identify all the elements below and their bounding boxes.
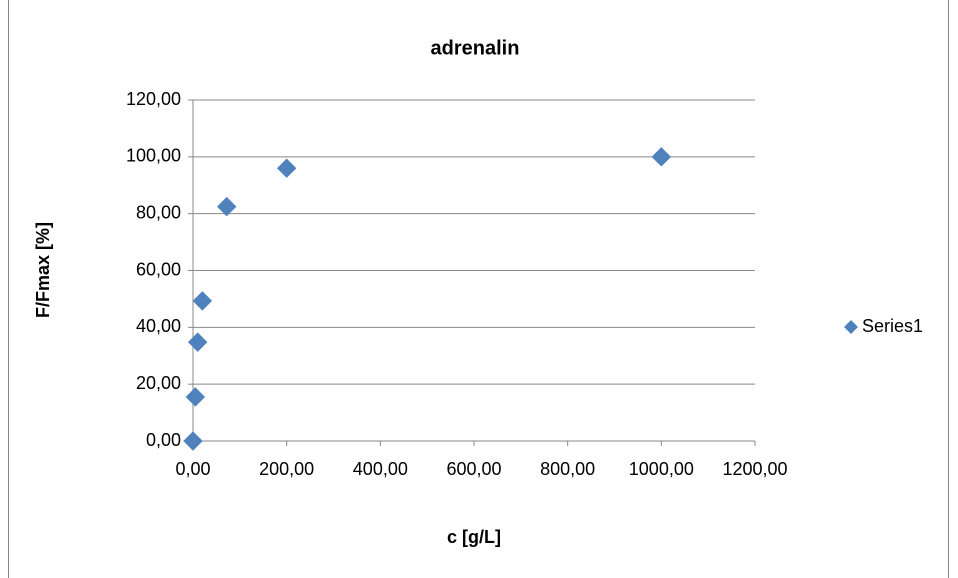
x-tick-label: 0,00: [175, 459, 210, 479]
chart-title: adrenalin: [431, 37, 520, 59]
data-point: [217, 196, 237, 217]
chart-border: [8, 0, 949, 578]
x-tick-label: 1000,00: [629, 459, 694, 479]
x-tick-label: 200,00: [259, 459, 314, 479]
data-point: [183, 431, 203, 451]
x-tick-label: 1200,00: [722, 459, 787, 479]
y-tick-label: 100,00: [126, 146, 181, 166]
x-tick-label: 800,00: [540, 459, 595, 479]
y-tick-label: 120,00: [126, 89, 181, 109]
y-tick-label: 80,00: [136, 202, 181, 222]
data-point: [651, 147, 672, 167]
data-point: [185, 387, 206, 407]
x-tick-label: 600,00: [446, 459, 501, 479]
legend-label: Series1: [862, 316, 923, 336]
x-axis-title: c [g/L]: [447, 527, 501, 547]
data-point: [276, 158, 297, 178]
legend-marker: [844, 320, 858, 334]
x-tick-label: 400,00: [353, 459, 408, 479]
y-tick-label: 60,00: [136, 259, 181, 279]
y-axis-title: F/Fmax [%]: [33, 222, 53, 318]
data-point: [187, 332, 208, 352]
y-tick-label: 40,00: [136, 316, 181, 336]
y-tick-label: 0,00: [146, 430, 181, 450]
data-point: [192, 291, 213, 311]
y-tick-label: 20,00: [136, 373, 181, 393]
